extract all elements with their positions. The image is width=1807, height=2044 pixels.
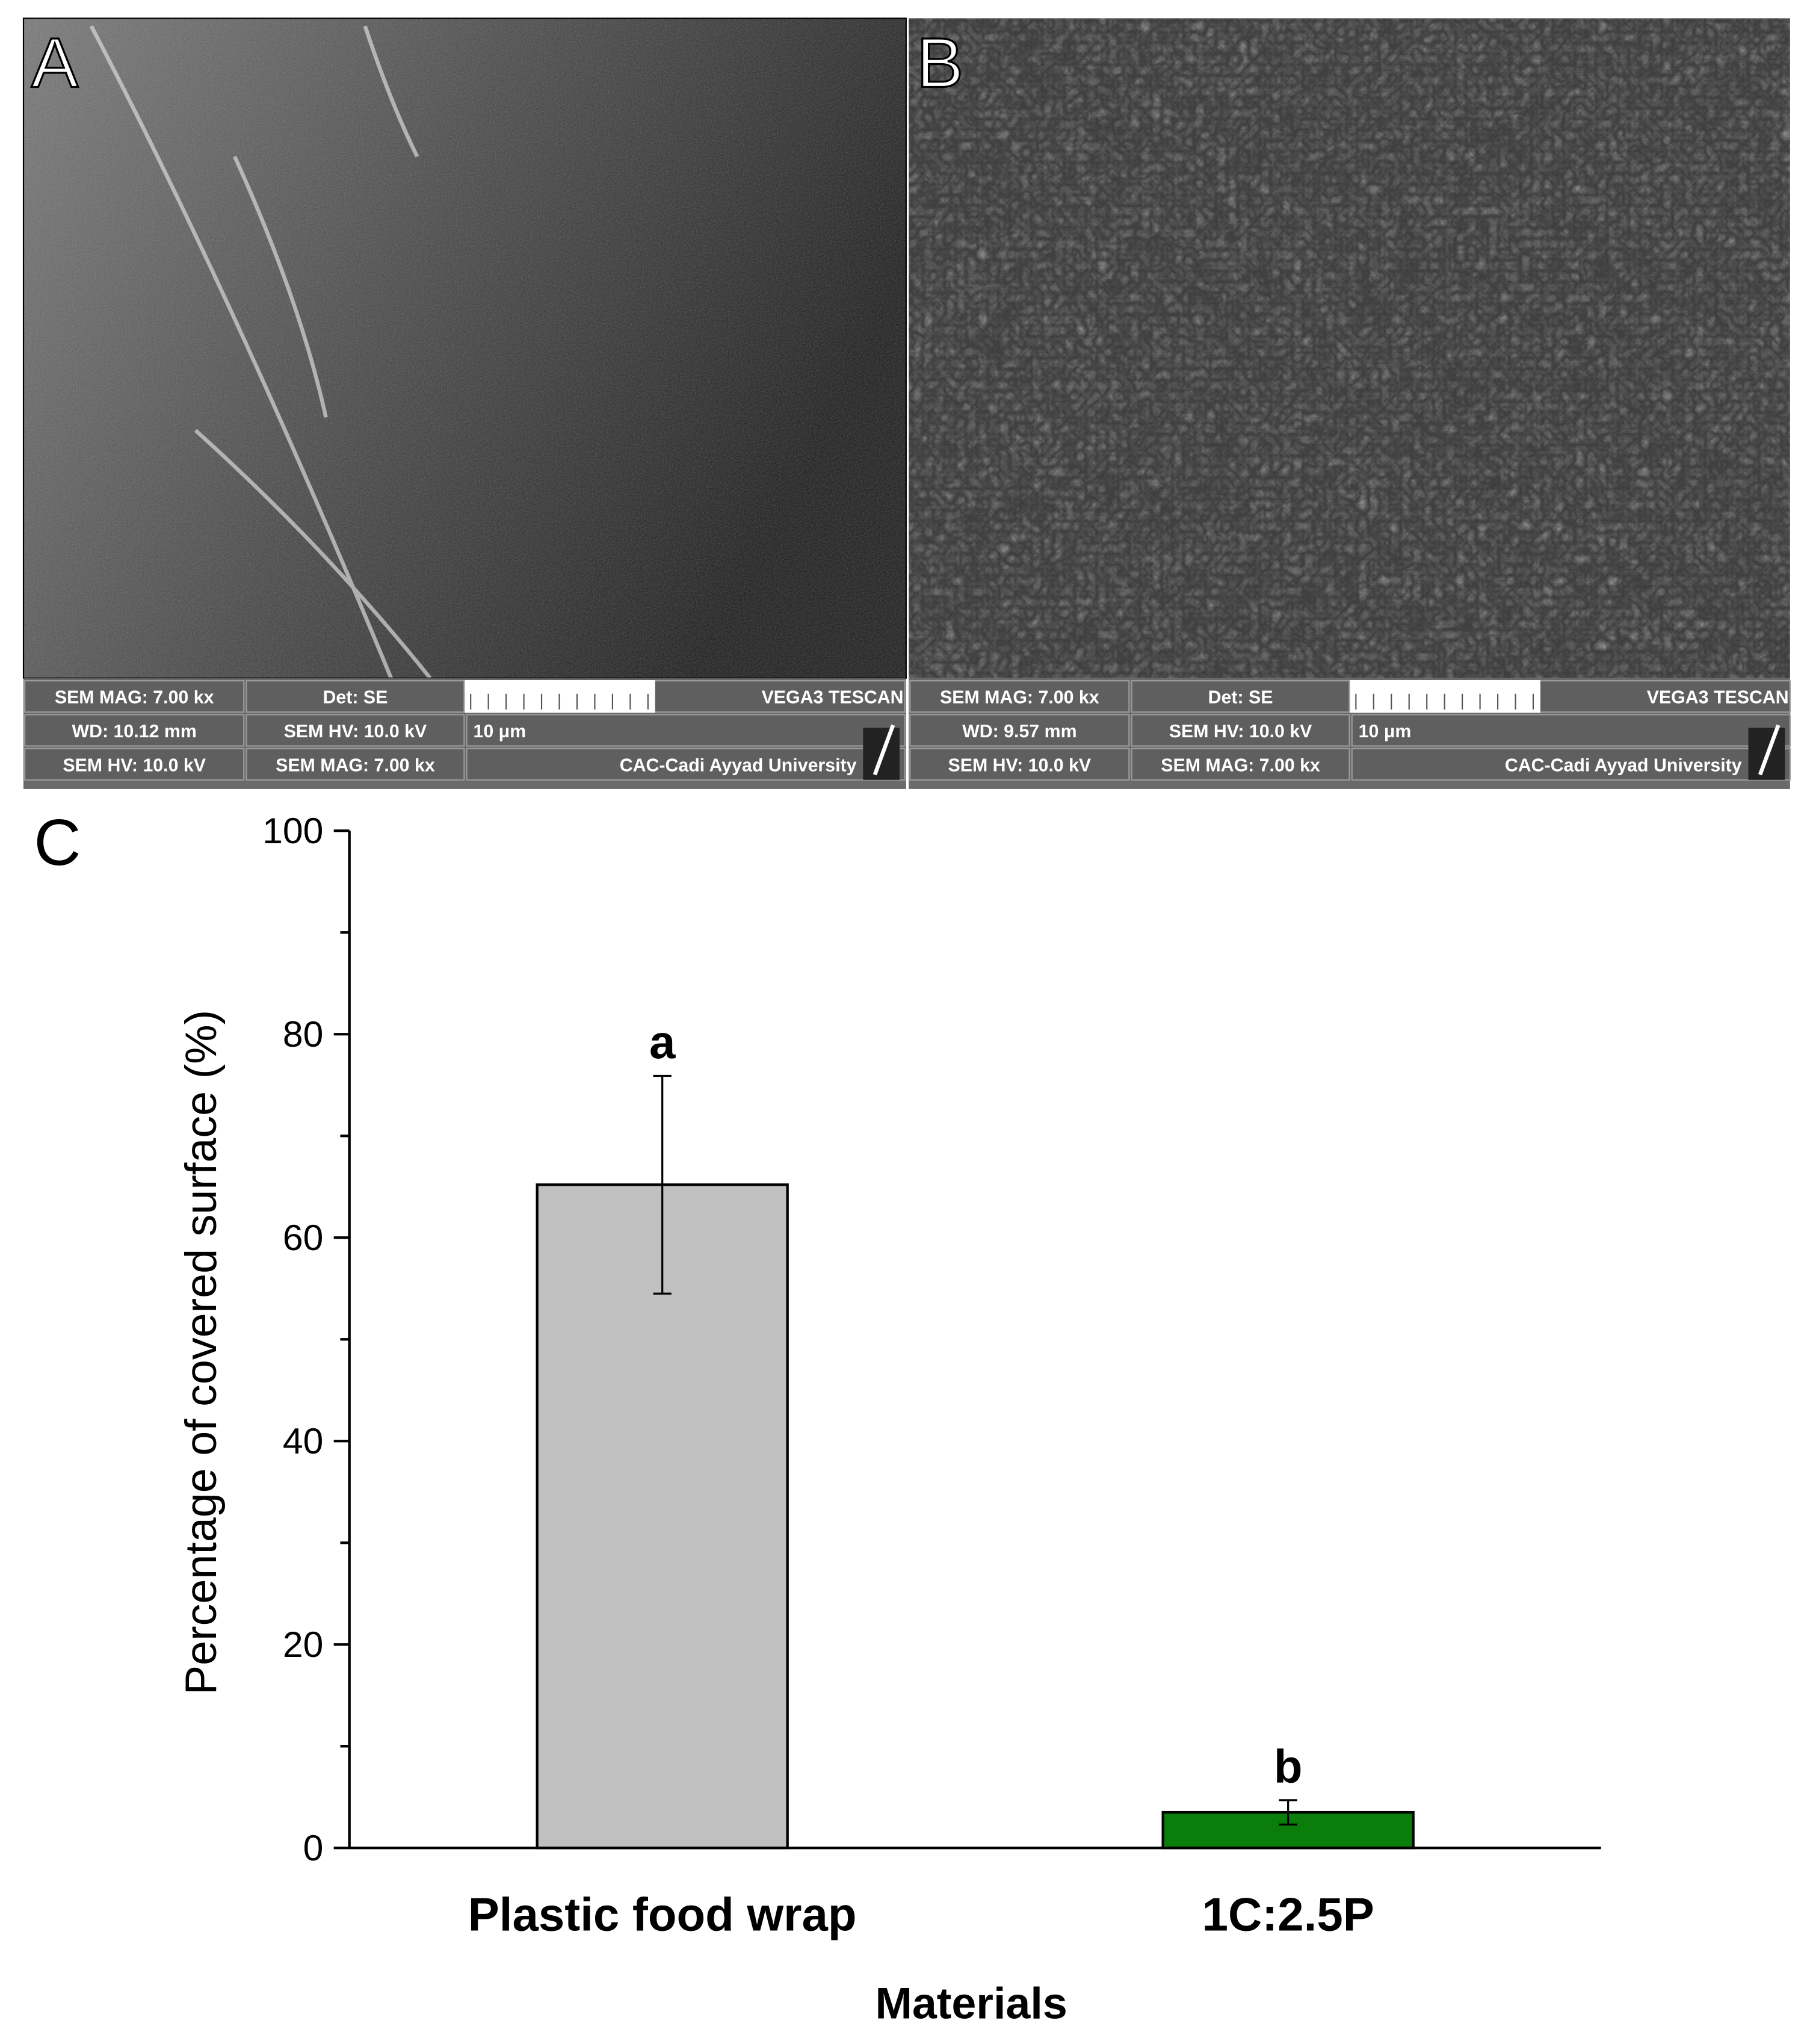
info-text: WD: 9.57 mm <box>962 722 1076 742</box>
info-text: SEM HV: 10.0 kV <box>284 722 427 742</box>
info-text: SEM MAG: 7.00 kx <box>940 688 1099 708</box>
info-cell <box>1351 714 1791 747</box>
sem-texture <box>909 18 1790 678</box>
significance-letter: a <box>649 1015 676 1068</box>
info-cell <box>909 680 1130 713</box>
info-cell <box>24 680 245 713</box>
sem-noise <box>23 18 906 678</box>
x-tick-label: Plastic food wrap <box>468 1888 857 1941</box>
info-cell <box>909 714 1130 747</box>
y-tick-label: 100 <box>262 810 323 851</box>
info-text: SEM HV: 10.0 kV <box>1169 722 1312 742</box>
panel-label: A <box>31 23 78 102</box>
info-cell <box>246 714 465 747</box>
x-axis-label: Materials <box>875 1978 1067 2028</box>
y-tick-label: 80 <box>283 1014 323 1055</box>
info-text: CAC-Cadi Ayyad University <box>1505 755 1742 775</box>
info-cell <box>24 714 245 747</box>
logo-mark <box>873 724 895 776</box>
significance-letter: b <box>1274 1739 1303 1792</box>
info-text: 10 μm <box>473 722 526 742</box>
info-cell <box>24 748 245 781</box>
info-text: CAC-Cadi Ayyad University <box>620 755 857 775</box>
info-text: SEM MAG: 7.00 kx <box>276 755 435 775</box>
info-cell <box>1131 748 1350 781</box>
info-text: SEM HV: 10.0 kV <box>63 755 206 775</box>
info-text: WD: 10.12 mm <box>72 722 197 742</box>
logo-mark <box>1758 724 1781 776</box>
info-cell <box>1131 680 1350 713</box>
info-cell <box>909 748 1130 781</box>
panel-label: B <box>916 23 963 102</box>
info-cell <box>1131 714 1350 747</box>
info-cell <box>466 748 906 781</box>
error-bar <box>1279 1799 1297 1826</box>
info-text: Det: SE <box>1208 688 1273 708</box>
info-cell <box>1351 748 1791 781</box>
panel-label: C <box>34 806 81 879</box>
x-tick-label: 1C:2.5P <box>1202 1888 1374 1941</box>
info-text: SEM MAG: 7.00 kx <box>55 688 214 708</box>
info-cell <box>466 714 906 747</box>
info-text: 10 μm <box>1359 722 1412 742</box>
info-text: VEGA3 TESCAN <box>1647 688 1789 708</box>
info-text: Det: SE <box>323 688 388 708</box>
y-tick-label: 20 <box>283 1624 323 1665</box>
y-tick-label: 40 <box>283 1420 323 1461</box>
error-bar <box>653 1074 672 1295</box>
y-tick-label: 60 <box>283 1217 323 1258</box>
info-cell <box>246 680 465 713</box>
sem-fibers <box>89 25 432 680</box>
y-tick-label: 0 <box>303 1827 324 1868</box>
y-axis-label: Percentage of covered surface (%) <box>176 1010 226 1695</box>
info-cell <box>246 748 465 781</box>
info-text: SEM MAG: 7.00 kx <box>1161 755 1320 775</box>
info-text: VEGA3 TESCAN <box>762 688 904 708</box>
info-text: SEM HV: 10.0 kV <box>948 755 1091 775</box>
